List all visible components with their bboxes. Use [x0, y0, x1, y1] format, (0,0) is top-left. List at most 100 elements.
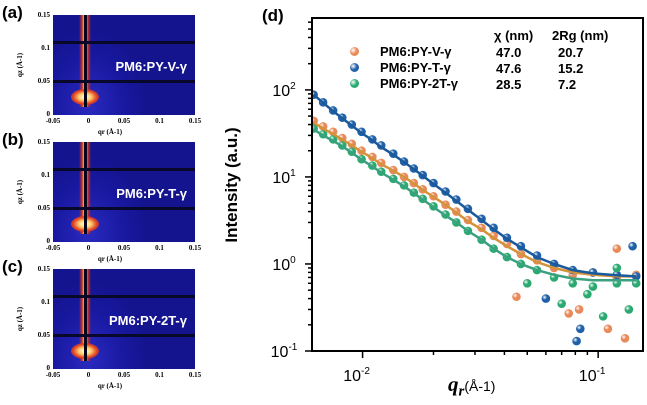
panel-x-tick: 0.1 [155, 117, 164, 125]
data-point [612, 263, 622, 273]
plot-area [312, 90, 641, 346]
data-point [568, 278, 578, 288]
panel-y-tick: 0.15 [37, 11, 50, 19]
legend-marker [350, 63, 359, 72]
data-point [583, 289, 592, 299]
legend-chi-value: 47.0 [496, 45, 522, 60]
data-point [603, 324, 613, 334]
detector-gap [53, 168, 195, 171]
tick-exp: 1 [290, 168, 296, 179]
panel-x-tick: -0.05 [45, 117, 61, 125]
legend-marker [350, 79, 359, 88]
data-point [572, 336, 581, 346]
panel-label: (c) [2, 257, 23, 276]
x-tick-label: 10-1 [579, 366, 606, 385]
data-point [624, 305, 634, 314]
gisaxs-pattern: PM6:PY-T-γ [53, 142, 195, 242]
panel-x-tick: 0 [86, 244, 91, 252]
legend-header-chi: χ (nm) [494, 28, 534, 43]
y-axis-label: Intensity (a.u.) [222, 127, 241, 243]
legend-chi-value: 28.5 [496, 77, 522, 92]
panel-y-tick: 0.05 [37, 77, 50, 85]
plot-frame [311, 17, 644, 352]
panel-x-tick: -0.05 [45, 371, 61, 379]
data-point [564, 309, 574, 318]
data-point [574, 305, 584, 314]
data-point [557, 299, 566, 308]
panel-y-tick: 0.05 [37, 331, 50, 339]
panel-x-tick: 0.15 [188, 117, 202, 125]
legend-marker [350, 47, 359, 56]
y-tick-label: 102 [272, 81, 296, 100]
tick-base: 10 [579, 368, 597, 385]
panel-x-tick: 0.05 [117, 371, 131, 379]
detector-gap [53, 295, 195, 298]
panel-y-tick: 0.1 [41, 171, 50, 179]
tick-base: 10 [272, 83, 290, 100]
panel-y-tick: 0.15 [37, 138, 50, 146]
gisaxs-pattern: PM6:PY-V-γ [53, 15, 195, 115]
data-point [620, 333, 630, 343]
detector-gap [53, 207, 195, 210]
data-point [628, 241, 637, 251]
panel-y-tick: 0 [46, 237, 51, 245]
beamstop [84, 269, 87, 361]
panel-x-label: qr (Å-1) [97, 382, 123, 390]
legend-rg-value: 15.2 [558, 61, 584, 76]
fit-curve [313, 121, 637, 278]
x-axis-var: q [448, 372, 459, 396]
legend-header-rg: 2Rg (nm) [552, 28, 609, 43]
detector-gap [53, 80, 195, 83]
sample-name: PM6:PY-V-γ [115, 59, 187, 74]
tick-base: 10 [343, 368, 361, 385]
legend-series-name: PM6:PY-T-γ [380, 60, 451, 75]
panel-x-tick: 0.1 [155, 371, 164, 379]
panel-x-tick: 0.15 [188, 244, 202, 252]
fit-curve [313, 128, 637, 282]
tick-base: 10 [272, 170, 290, 187]
data-point [512, 292, 521, 302]
sample-name: PM6:PY-T-γ [116, 186, 187, 201]
tick-base: 10 [272, 257, 290, 274]
x-axis-label: qr(Å-1) [448, 372, 495, 400]
panel-x-tick: -0.05 [45, 244, 61, 252]
panel-x-tick: 0 [86, 117, 91, 125]
data-point [612, 244, 622, 253]
panel-y-tick: 0.05 [37, 204, 50, 212]
fit-curve [312, 93, 637, 278]
sample-name: PM6:PY-2T-γ [108, 313, 187, 328]
panel-label-d: (d) [262, 6, 284, 25]
panel-x-label: qr (Å-1) [97, 255, 123, 263]
tick-exp: -2 [361, 366, 370, 377]
detector-gap [53, 41, 195, 44]
panel-x-tick: 0.1 [155, 244, 164, 252]
legend-chi-value: 47.6 [496, 61, 522, 76]
panel-x-label: qr (Å-1) [97, 128, 123, 136]
panel-y-tick: 0 [46, 364, 51, 372]
legend-series-name: PM6:PY-2T-γ [380, 76, 459, 91]
panel-y-tick: 0 [46, 110, 51, 118]
y-tick-label: 10-1 [271, 342, 298, 361]
data-point [588, 282, 598, 291]
detector-gap [53, 334, 195, 337]
tick-exp: -1 [597, 366, 606, 377]
legend-rg-value: 7.2 [558, 77, 577, 92]
beamstop [84, 142, 87, 234]
panel-x-tick: 0.15 [188, 371, 202, 379]
data-point [522, 278, 532, 288]
data-point [541, 294, 551, 303]
panel-x-tick: 0.05 [117, 244, 131, 252]
x-axis-unit: (Å-1) [464, 378, 496, 394]
beamstop [84, 15, 87, 107]
gisaxs-pattern: PM6:PY-2T-γ [53, 269, 195, 369]
data-point [598, 312, 608, 321]
tick-exp: 0 [290, 255, 296, 266]
panel-y-tick: 0.1 [41, 298, 50, 306]
tick-exp: -1 [288, 342, 297, 353]
x-tick-label: 10-2 [343, 366, 370, 385]
x-axis-sub: r [458, 383, 465, 400]
panel-label: (b) [2, 130, 24, 149]
panel-x-tick: 0.05 [117, 117, 131, 125]
